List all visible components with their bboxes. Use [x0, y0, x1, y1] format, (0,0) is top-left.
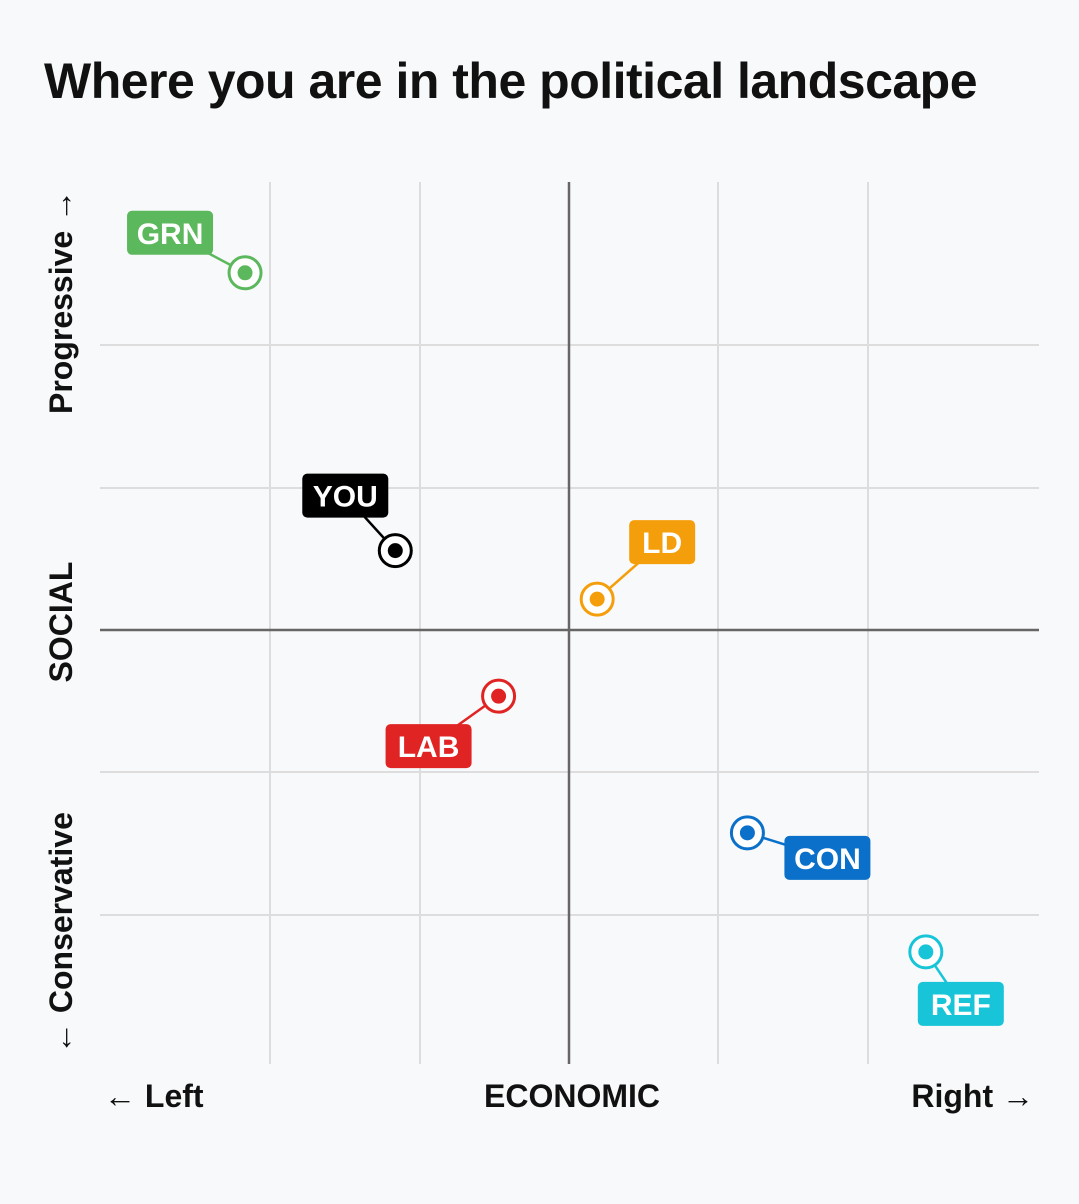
point-label: GRN — [137, 218, 204, 251]
marker-dot — [387, 543, 403, 559]
label-box — [784, 835, 871, 880]
point-grn: GRN — [127, 210, 263, 291]
x-left-label: ← Left — [104, 1078, 204, 1114]
label-box — [385, 724, 472, 769]
label-box — [917, 981, 1004, 1026]
axis-labels: ← Left ECONOMIC Right → Progressive → SO… — [43, 190, 1034, 1114]
y-bottom-label: ← Conservative — [43, 812, 79, 1054]
label-box — [127, 210, 214, 255]
point-ref: REF — [908, 934, 1004, 1026]
axes — [100, 182, 1039, 1064]
point-label: YOU — [313, 481, 378, 514]
point-you: YOU — [302, 473, 413, 569]
label-box — [629, 520, 696, 565]
point-lab: LAB — [385, 678, 517, 769]
y-axis-title: SOCIAL — [43, 562, 79, 683]
x-right-label: Right → — [911, 1078, 1034, 1114]
marker-dot — [237, 265, 253, 281]
marker-dot — [918, 944, 934, 960]
point-label: CON — [794, 843, 861, 876]
marker-dot — [739, 825, 755, 841]
party-points: GRN YOU LD LAB CON REF — [127, 210, 1004, 1026]
point-label: REF — [931, 989, 991, 1022]
chart-title: Where you are in the political landscape — [44, 53, 978, 109]
label-box — [302, 473, 389, 518]
point-ld: LD — [579, 520, 696, 617]
point-con: CON — [729, 815, 871, 880]
y-top-label: Progressive → — [43, 190, 79, 414]
marker-dot — [491, 688, 507, 704]
x-axis-title: ECONOMIC — [484, 1078, 660, 1114]
point-label: LD — [642, 527, 682, 560]
point-label: LAB — [398, 731, 460, 764]
marker-dot — [589, 591, 605, 607]
